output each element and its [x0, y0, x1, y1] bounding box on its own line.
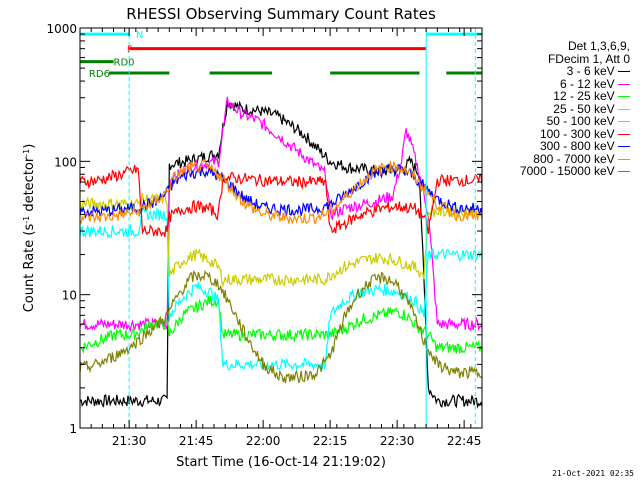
- legend-entry-8: 7000 - 15000 keV: [478, 165, 630, 178]
- legend-swatch: [618, 108, 630, 110]
- y-axis-label: Count Rate (s-1 detector-1): [22, 144, 38, 313]
- legend-label: 50 - 100 keV: [546, 114, 618, 128]
- y-tick-label-1: 10: [62, 289, 77, 303]
- legend-swatch: [618, 158, 630, 160]
- flag-label-rd6: RD6: [89, 69, 110, 80]
- legend-label: 300 - 800 keV: [539, 139, 618, 153]
- series-line-3: [79, 207, 483, 372]
- legend-swatch: [618, 121, 630, 123]
- legend-swatch: [618, 133, 630, 135]
- chart-title: RHESSI Observing Summary Count Rates: [126, 5, 436, 23]
- x-tick-label-0: 21:30: [112, 434, 147, 448]
- series-line-7: [79, 159, 483, 225]
- footer-date: 21-Oct-2021 02:35: [552, 469, 634, 478]
- legend-swatch: [618, 83, 630, 85]
- flag-label-f: F: [127, 45, 133, 56]
- legend-label: 6 - 12 keV: [559, 76, 618, 91]
- legend-label: 3 - 6 keV: [566, 64, 618, 78]
- legend-entry-2: 12 - 25 keV: [478, 90, 630, 103]
- series-line-4: [79, 193, 483, 288]
- flag-label-rd0: RD0: [114, 58, 135, 69]
- x-tick-label-3: 22:15: [313, 434, 348, 448]
- x-tick-label-1: 21:45: [179, 434, 214, 448]
- flag-label-n: N: [136, 30, 143, 41]
- legend-swatch: [618, 96, 630, 98]
- legend-entry-3: 25 - 50 keV: [478, 101, 630, 116]
- x-tick-label-5: 22:45: [447, 434, 482, 448]
- axis-layer: 21:30 21:45 22:00 22:15 22:30 22:45 1 10 100 1000: [46, 22, 483, 448]
- legend-entry-1: 6 - 12 keV: [478, 76, 630, 91]
- legend-label: 100 - 300 keV: [539, 126, 618, 141]
- legend-entry-5: 100 - 300 keV: [478, 126, 630, 141]
- y-tick-label-2: 100: [54, 155, 77, 169]
- legend-entry-7: 800 - 7000 keV: [478, 151, 630, 166]
- series-line-0: [79, 100, 483, 409]
- x-tick-label-2: 22:00: [246, 434, 281, 448]
- legend-entry-4: 50 - 100 keV: [478, 115, 630, 128]
- legend-swatch: [618, 71, 630, 73]
- flag-bars-layer: NF RD0 RD6: [80, 30, 482, 80]
- x-tick-label-4: 22:30: [380, 434, 415, 448]
- legend: Det 1,3,6,9, FDecim 1, Att 0 3 - 6 keV 6…: [478, 40, 630, 178]
- legend-entry-6: 300 - 800 keV: [478, 140, 630, 153]
- legend-header-2: FDecim 1, Att 0: [547, 51, 630, 66]
- legend-label: 12 - 25 keV: [553, 89, 618, 103]
- legend-entries: 3 - 6 keV 6 - 12 keV 12 - 25 keV 25 - 50…: [478, 65, 630, 178]
- legend-label: 7000 - 15000 keV: [519, 164, 618, 178]
- legend-header-1: Det 1,3,6,9,: [567, 39, 630, 53]
- legend-swatch: [618, 146, 630, 148]
- y-tick-label-0: 1: [69, 422, 77, 436]
- series-line-5: [79, 164, 483, 237]
- legend-label: 25 - 50 keV: [553, 101, 618, 116]
- x-axis-label: Start Time (16-Oct-14 21:19:02): [176, 455, 386, 470]
- series-line-8: [79, 269, 483, 384]
- series-layer: [79, 96, 483, 409]
- y-tick-label-3: 1000: [46, 22, 77, 36]
- legend-entry-0: 3 - 6 keV: [478, 65, 630, 78]
- legend-swatch: [618, 171, 630, 173]
- legend-label: 800 - 7000 keV: [533, 151, 618, 166]
- vlines-layer: [128, 28, 476, 428]
- series-line-1: [79, 96, 483, 333]
